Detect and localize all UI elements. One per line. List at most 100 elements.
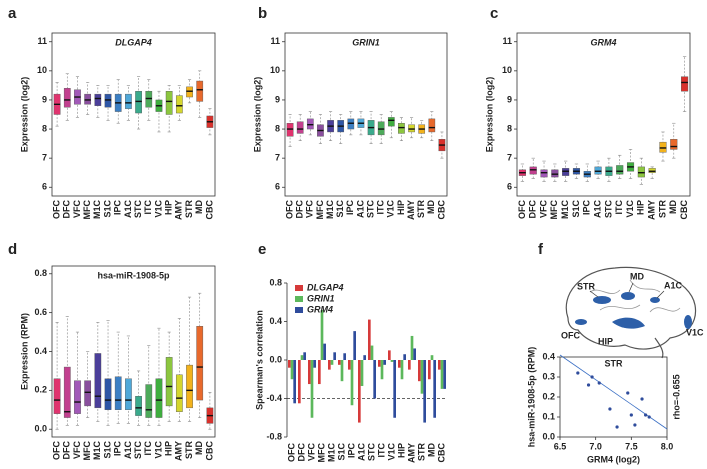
x-tick-label: HIP <box>396 443 406 458</box>
bar <box>358 360 361 423</box>
chart-title: GRIN1 <box>352 37 380 47</box>
box <box>135 395 142 416</box>
y-tick-label: 0.4 <box>269 316 282 326</box>
x-tick-label: MFC <box>549 200 559 220</box>
x-tick-label: CBC <box>204 200 214 220</box>
x-tick-label: STR <box>416 442 426 461</box>
x-tick-label: S1C <box>571 200 581 218</box>
y-tick-label: 10 <box>37 65 47 75</box>
bar <box>353 331 356 360</box>
bar <box>423 360 426 423</box>
x-tick-label: DFC <box>62 441 72 460</box>
y-tick-label: 11 <box>502 36 512 46</box>
x-tick-label: A1C <box>123 441 133 460</box>
y-tick-label: 6 <box>507 182 512 192</box>
legend-label: GRIN1 <box>307 293 335 303</box>
point <box>633 423 637 427</box>
box <box>94 353 102 409</box>
x-tick-label: IPC <box>346 443 356 459</box>
panel-letter: b <box>258 5 267 22</box>
chart-title: GRM4 <box>590 37 616 47</box>
bar <box>300 355 304 360</box>
legend-swatch <box>295 296 303 302</box>
box <box>135 91 142 114</box>
x-tick-label: DFC <box>296 443 306 462</box>
x-tick-label: MFC <box>82 441 92 461</box>
y-tick-label: 10 <box>270 65 280 75</box>
x-tick-label: S1C <box>336 443 346 461</box>
box <box>114 376 122 410</box>
box <box>74 380 81 414</box>
box <box>104 378 112 410</box>
bar <box>443 360 446 389</box>
x-tick-label: HIP <box>636 200 646 215</box>
x-tick-label: VFC <box>538 199 548 218</box>
region-ofc <box>575 319 587 325</box>
box <box>398 123 405 134</box>
brain-label: MD <box>630 271 644 281</box>
point <box>615 425 619 429</box>
box <box>551 169 559 178</box>
x-tick-label: STR <box>184 440 194 459</box>
x-tick-label: VFC <box>72 199 82 218</box>
y-tick-label: 8 <box>275 123 280 133</box>
brain-label: V1C <box>686 327 704 337</box>
x-tick-label: A1C <box>123 200 133 219</box>
bar <box>333 352 336 360</box>
point <box>640 397 644 401</box>
y-tick-label: 10 <box>502 65 512 75</box>
x-tick-label: IPC <box>113 200 123 216</box>
x-tick-label: CBC <box>679 200 689 220</box>
x-tick-label: V1C <box>386 443 396 461</box>
y-tick-label: 0.0 <box>542 431 555 441</box>
y-tick-label: 0.8 <box>34 268 47 278</box>
brain-label: OFC <box>561 330 580 340</box>
x-tick-label: HIP <box>164 441 174 456</box>
x-tick-label: A1C <box>356 443 366 462</box>
y-tick-label: 0.0 <box>34 424 47 434</box>
bar <box>303 352 306 360</box>
box <box>659 141 667 153</box>
bar <box>440 360 444 389</box>
x-tick-label: M1C <box>92 441 102 461</box>
plot-frame <box>516 32 691 197</box>
brain-label: A1C <box>664 280 683 290</box>
x-tick-label: ITC <box>376 443 386 458</box>
bar <box>293 360 296 404</box>
x-tick-label: ITC <box>376 200 386 215</box>
bar <box>310 360 314 418</box>
y-tick-label: 8 <box>507 123 512 133</box>
x-tick-label: OFC <box>51 200 61 219</box>
y-tick-label: 0.0 <box>269 354 282 364</box>
y-tick-label: 0.3 <box>542 371 555 381</box>
box <box>196 326 204 401</box>
region-v1c <box>684 315 692 329</box>
x-tick-label: V1C <box>386 200 396 218</box>
bar <box>378 360 381 367</box>
bar <box>408 360 411 370</box>
bar <box>438 360 441 370</box>
plot-frame <box>284 32 448 197</box>
bar <box>400 360 404 380</box>
bar <box>420 360 424 394</box>
bar <box>383 360 386 365</box>
bar <box>418 360 421 382</box>
box <box>562 168 570 176</box>
x-tick-label: VFC <box>306 442 316 461</box>
x-tick-label: M1C <box>560 200 570 220</box>
x-tick-label: CBC <box>436 200 446 220</box>
box <box>196 80 204 102</box>
box <box>104 93 112 108</box>
bar <box>323 343 326 360</box>
bar <box>340 360 344 382</box>
x-tick-label: MD <box>426 443 436 457</box>
x-tick-label: STC <box>603 199 613 218</box>
box <box>175 374 183 412</box>
box <box>125 378 132 410</box>
y-tick-label: 0.4 <box>34 346 47 356</box>
box <box>53 378 61 414</box>
box <box>306 118 314 130</box>
x-tick-label: MD <box>426 200 436 214</box>
x-tick-label: 8.0 <box>661 441 674 451</box>
